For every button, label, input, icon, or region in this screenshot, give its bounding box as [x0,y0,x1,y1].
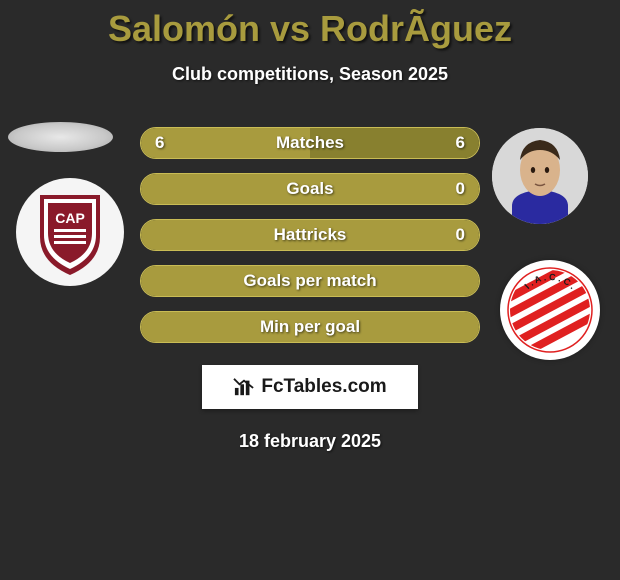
stat-label: Hattricks [274,225,347,245]
stat-value-right: 0 [456,225,465,245]
stat-value-left: 6 [155,133,164,153]
watermark-text: FcTables.com [261,376,386,398]
stat-row: Matches 6 6 [140,127,480,159]
stat-row: Hattricks 0 [140,219,480,251]
shield-icon: CAP [30,187,110,277]
player-portrait-icon [492,128,588,224]
stat-row: Goals per match [140,265,480,297]
stat-label: Goals per match [243,271,376,291]
right-player-avatar [492,128,588,224]
club-round-icon: I . A . C . C . [506,266,594,354]
subtitle: Club competitions, Season 2025 [0,64,620,85]
stat-label: Goals [286,179,333,199]
stat-row: Min per goal [140,311,480,343]
stat-label: Matches [276,133,344,153]
right-club-badge: I . A . C . C . [500,260,600,360]
bar-chart-icon [233,377,255,397]
svg-text:CAP: CAP [55,210,85,226]
stat-label: Min per goal [260,317,360,337]
stat-value-right: 6 [456,133,465,153]
date-text: 18 february 2025 [0,431,620,452]
watermark-badge: FcTables.com [202,365,418,409]
left-club-badge: CAP [16,178,124,286]
page-title: Salomón vs RodrÃ­guez [0,0,620,50]
left-player-avatar [8,122,113,152]
stat-row: Goals 0 [140,173,480,205]
stat-value-right: 0 [456,179,465,199]
